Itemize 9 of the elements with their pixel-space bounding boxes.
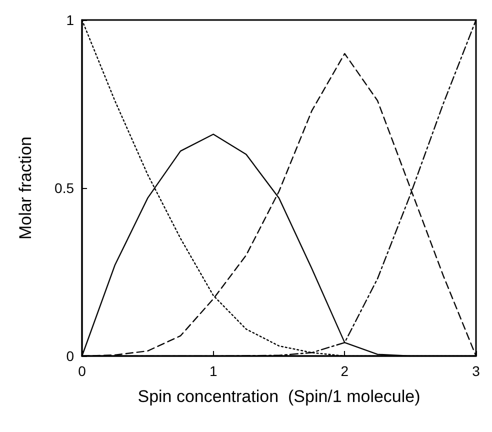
- x-tick-label: 2: [340, 363, 349, 379]
- y-tick-label: 0.5: [54, 180, 74, 196]
- y-axis-title: Molar fraction: [16, 136, 35, 240]
- x-axis-title: Spin concentration (Spin/1 molecule): [138, 387, 420, 406]
- x-tick-label: 0: [78, 363, 86, 379]
- x-tick-label: 1: [209, 363, 218, 379]
- y-tick-label: 1: [66, 12, 74, 28]
- y-tick-label: 0: [66, 348, 74, 364]
- x-tick-label: 3: [472, 363, 480, 379]
